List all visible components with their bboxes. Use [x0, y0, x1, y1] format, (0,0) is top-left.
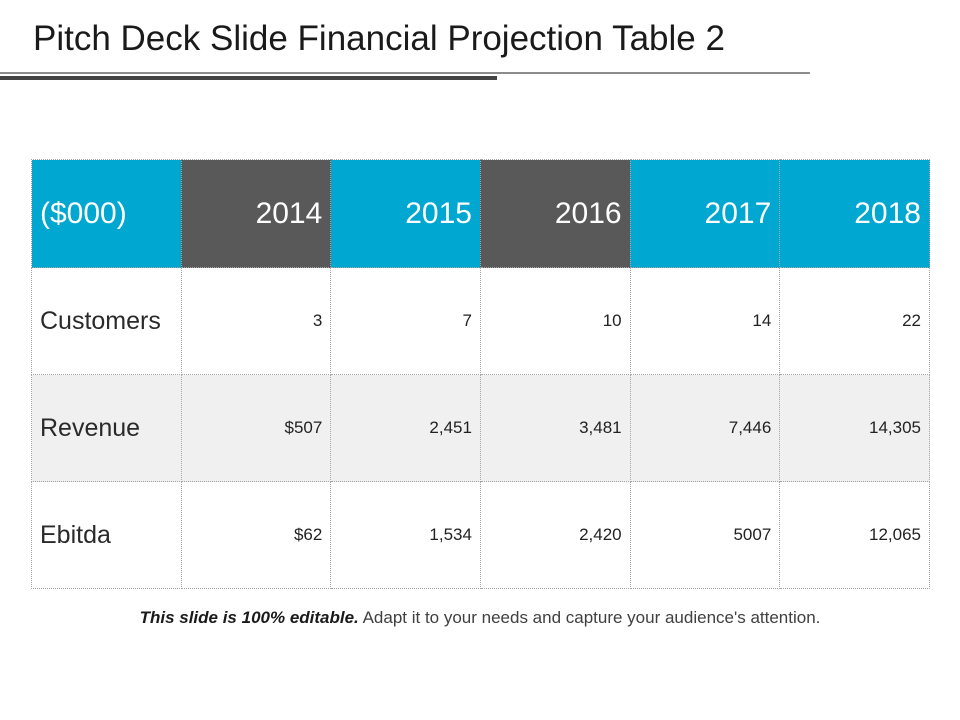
table-cell: 2,420 [479, 481, 631, 589]
header-year-2016: 2016 [479, 159, 631, 268]
header-year-2014: 2014 [180, 159, 332, 268]
table-row-customers: Customers 3 7 10 14 22 [31, 267, 930, 375]
table-cell: 14 [629, 267, 781, 375]
table-cell: 14,305 [779, 374, 930, 482]
slide-footer-note: This slide is 100% editable. Adapt it to… [0, 608, 960, 628]
table-row-ebitda: Ebitda $62 1,534 2,420 5007 12,065 [31, 481, 930, 589]
financial-projection-table: ($000) 2014 2015 2016 2017 2018 Customer… [31, 159, 930, 589]
header-year-2015: 2015 [330, 159, 481, 268]
header-year-2018: 2018 [779, 159, 930, 268]
table-cell: 1,534 [330, 481, 481, 589]
slide-title: Pitch Deck Slide Financial Projection Ta… [33, 19, 725, 58]
footer-text: Adapt it to your needs and capture your … [358, 608, 821, 627]
row-label-revenue: Revenue [31, 374, 182, 482]
row-label-ebitda: Ebitda [31, 481, 182, 589]
title-divider-thin [0, 72, 810, 74]
table-cell: 2,451 [330, 374, 481, 482]
table-cell: $62 [180, 481, 332, 589]
header-units-label: ($000) [31, 159, 182, 268]
header-year-2017: 2017 [629, 159, 781, 268]
table-cell: 22 [779, 267, 930, 375]
table-cell: 3,481 [479, 374, 631, 482]
table-row-revenue: Revenue $507 2,451 3,481 7,446 14,305 [31, 374, 930, 482]
table-cell: 5007 [629, 481, 781, 589]
table-cell: 7 [330, 267, 481, 375]
table-cell: 10 [479, 267, 631, 375]
table-cell: $507 [180, 374, 332, 482]
table-cell: 3 [180, 267, 332, 375]
title-divider-thick [0, 76, 497, 80]
table-header-row: ($000) 2014 2015 2016 2017 2018 [31, 159, 930, 268]
table-cell: 12,065 [779, 481, 930, 589]
row-label-customers: Customers [31, 267, 182, 375]
footer-bold-text: This slide is 100% editable. [139, 608, 359, 627]
table-cell: 7,446 [629, 374, 781, 482]
